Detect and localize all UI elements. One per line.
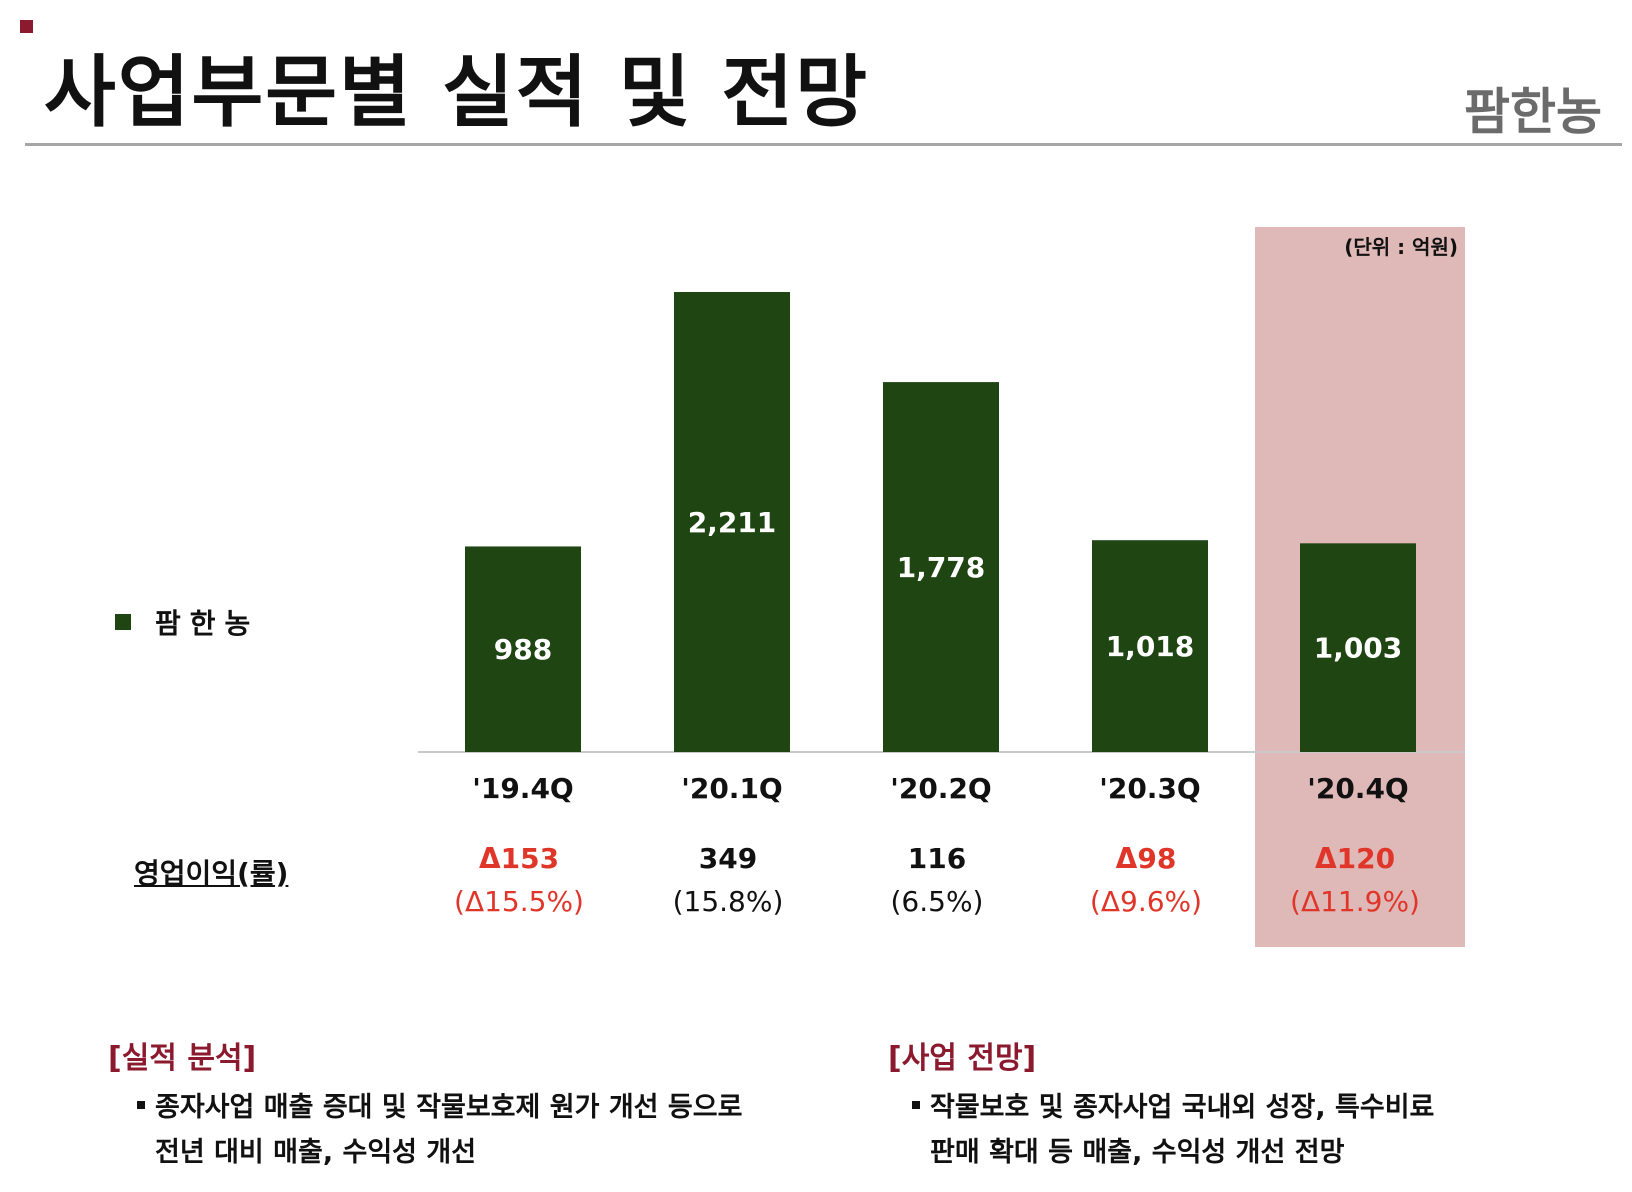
header-divider [25,143,1622,146]
page-title: 사업부문별 실적 및 전망 [44,48,870,138]
x-tick-label-4: '20.4Q [1307,772,1408,805]
bar-value-label-2: 1,778 [897,551,986,584]
chart-legend: 팜한농 [115,602,259,642]
legend-swatch [115,614,131,630]
outlook-text: 작물보호 및 종자사업 국내외 성장, 특수비료 판매 확대 등 매출, 수익성… [912,1085,1434,1175]
x-tick-label-0: '19.4Q [472,772,573,805]
accent-square [20,20,33,33]
analysis-heading: [실적 분석] [108,1041,257,1076]
outlook-line-1: 작물보호 및 종자사업 국내외 성장, 특수비료 [912,1085,1434,1130]
bullet-marker [137,1100,145,1109]
x-tick-label-3: '20.3Q [1099,772,1200,805]
x-tick-label-1: '20.1Q [681,772,782,805]
bar-0 [465,546,581,752]
operating-profit-label: 영업이익(률) [134,857,289,890]
analysis-line-2: 전년 대비 매출, 수익성 개선 [155,1137,477,1168]
analysis-text: 종자사업 매출 증대 및 작물보호제 원가 개선 등으로 전년 대비 매출, 수… [137,1085,742,1175]
legend-label: 팜한농 [155,607,260,640]
analysis-line-1: 종자사업 매출 증대 및 작물보호제 원가 개선 등으로 [137,1085,742,1130]
op-value-4: Δ120 [1314,842,1396,875]
bullet-marker [912,1100,920,1109]
op-margin-1: (15.8%) [672,885,784,918]
bar-value-label-1: 2,211 [688,506,777,539]
op-value-3: Δ98 [1115,842,1177,875]
op-value-1: 349 [698,842,758,875]
bar-value-label-0: 988 [494,633,552,666]
bar-1 [674,292,790,752]
bar-value-label-4: 1,003 [1314,632,1403,665]
bar-2 [883,382,999,752]
bar-3 [1092,540,1208,752]
unit-note: (단위 : 억원) [1344,235,1458,259]
bar-4 [1300,543,1416,752]
x-tick-label-2: '20.2Q [890,772,991,805]
op-margin-3: (Δ9.6%) [1089,885,1203,918]
brand-label: 팜한농 [1464,83,1602,141]
op-value-0: Δ153 [478,842,560,875]
outlook-line-2: 판매 확대 등 매출, 수익성 개선 전망 [930,1137,1345,1168]
outlook-heading: [사업 전망] [888,1041,1037,1076]
op-margin-4: (Δ11.9%) [1290,885,1420,918]
op-margin-2: (6.5%) [890,885,984,918]
bar-value-label-3: 1,018 [1106,630,1195,663]
op-value-2: 116 [907,842,967,875]
op-margin-0: (Δ15.5%) [454,885,584,918]
